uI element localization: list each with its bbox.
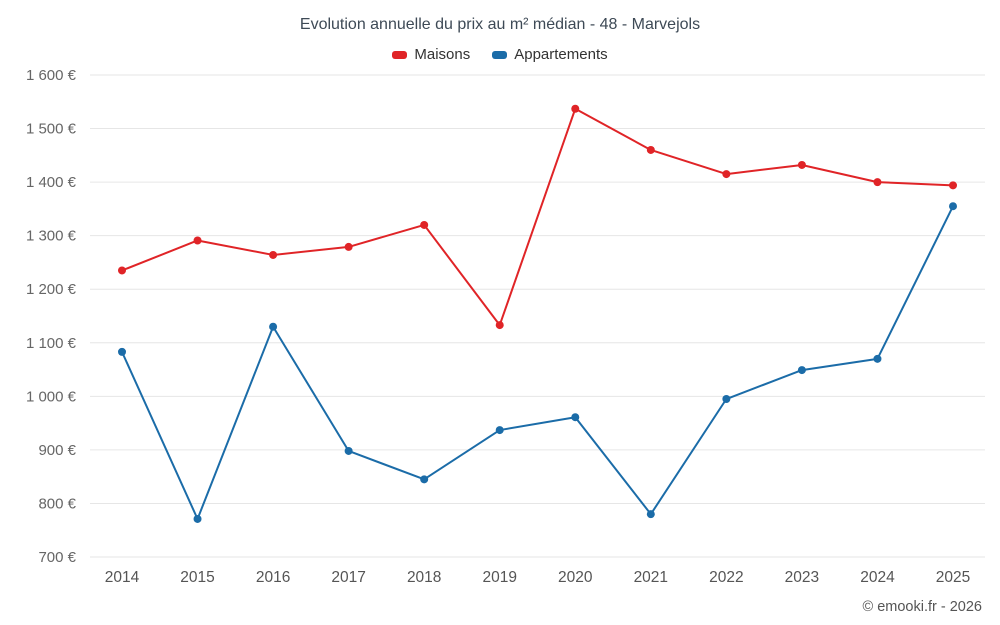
y-axis-label: 1 200 € [26, 281, 77, 298]
data-point-maisons-2017[interactable] [344, 242, 353, 251]
x-axis-label: 2022 [709, 569, 743, 586]
data-point-appartements-2021[interactable] [646, 510, 655, 519]
x-axis-label: 2017 [331, 569, 365, 586]
x-axis-label: 2021 [634, 569, 668, 586]
data-point-maisons-2015[interactable] [193, 236, 202, 245]
x-axis-label: 2023 [785, 569, 819, 586]
y-axis-label: 1 300 € [26, 228, 77, 245]
legend-label: Appartements [514, 46, 608, 63]
data-point-appartements-2016[interactable] [269, 322, 278, 331]
data-point-maisons-2025[interactable] [949, 181, 957, 190]
series-line-maisons [121, 107, 954, 327]
data-point-appartements-2025[interactable] [949, 202, 957, 211]
chart-legend: Maisons Appartements [0, 46, 1000, 63]
data-point-maisons-2023[interactable] [797, 160, 806, 169]
data-point-appartements-2017[interactable] [344, 446, 353, 455]
legend-swatch-icon [392, 50, 408, 59]
data-point-appartements-2024[interactable] [873, 354, 882, 363]
data-point-appartements-2023[interactable] [797, 366, 806, 375]
data-point-appartements-2014[interactable] [118, 347, 126, 356]
series-line-appartements [121, 205, 954, 520]
footer-credit: © emooki.fr - 2026 [862, 599, 982, 615]
legend-item-maisons[interactable]: Maisons [392, 46, 470, 63]
data-point-maisons-2014[interactable] [118, 266, 126, 275]
y-axis-label: 1 500 € [26, 121, 77, 138]
x-axis-label: 2025 [936, 569, 970, 586]
data-point-maisons-2019[interactable] [495, 321, 504, 330]
data-point-maisons-2022[interactable] [722, 170, 731, 179]
legend-label: Maisons [414, 46, 471, 63]
data-point-appartements-2018[interactable] [420, 475, 429, 484]
x-axis-label: 2018 [407, 569, 441, 586]
y-axis-label: 1 600 € [26, 67, 77, 84]
y-axis-label: 1 100 € [26, 335, 77, 352]
chart-title: Evolution annuelle du prix au m² médian … [299, 16, 701, 33]
data-point-maisons-2016[interactable] [269, 250, 278, 259]
x-axis-label: 2019 [482, 569, 516, 586]
y-axis-label: 1 000 € [26, 388, 77, 405]
x-axis-label: 2024 [860, 569, 895, 586]
data-point-maisons-2021[interactable] [646, 145, 655, 154]
data-point-appartements-2015[interactable] [193, 514, 202, 523]
x-axis-label: 2015 [180, 569, 214, 586]
data-point-maisons-2024[interactable] [873, 178, 882, 187]
y-axis-label: 700 € [38, 549, 76, 566]
data-point-appartements-2022[interactable] [722, 395, 731, 404]
legend-swatch-icon [492, 50, 508, 59]
y-axis-label: 800 € [38, 495, 76, 512]
x-axis-label: 2014 [105, 569, 140, 586]
x-axis-label: 2016 [256, 569, 290, 586]
x-axis-label: 2020 [558, 569, 593, 586]
y-axis-label: 900 € [38, 442, 76, 459]
data-point-maisons-2018[interactable] [420, 220, 429, 229]
data-point-maisons-2020[interactable] [571, 104, 580, 113]
data-point-appartements-2019[interactable] [495, 426, 504, 435]
y-axis-label: 1 400 € [26, 174, 77, 191]
data-point-appartements-2020[interactable] [571, 413, 580, 422]
legend-item-appartements[interactable]: Appartements [492, 46, 608, 63]
